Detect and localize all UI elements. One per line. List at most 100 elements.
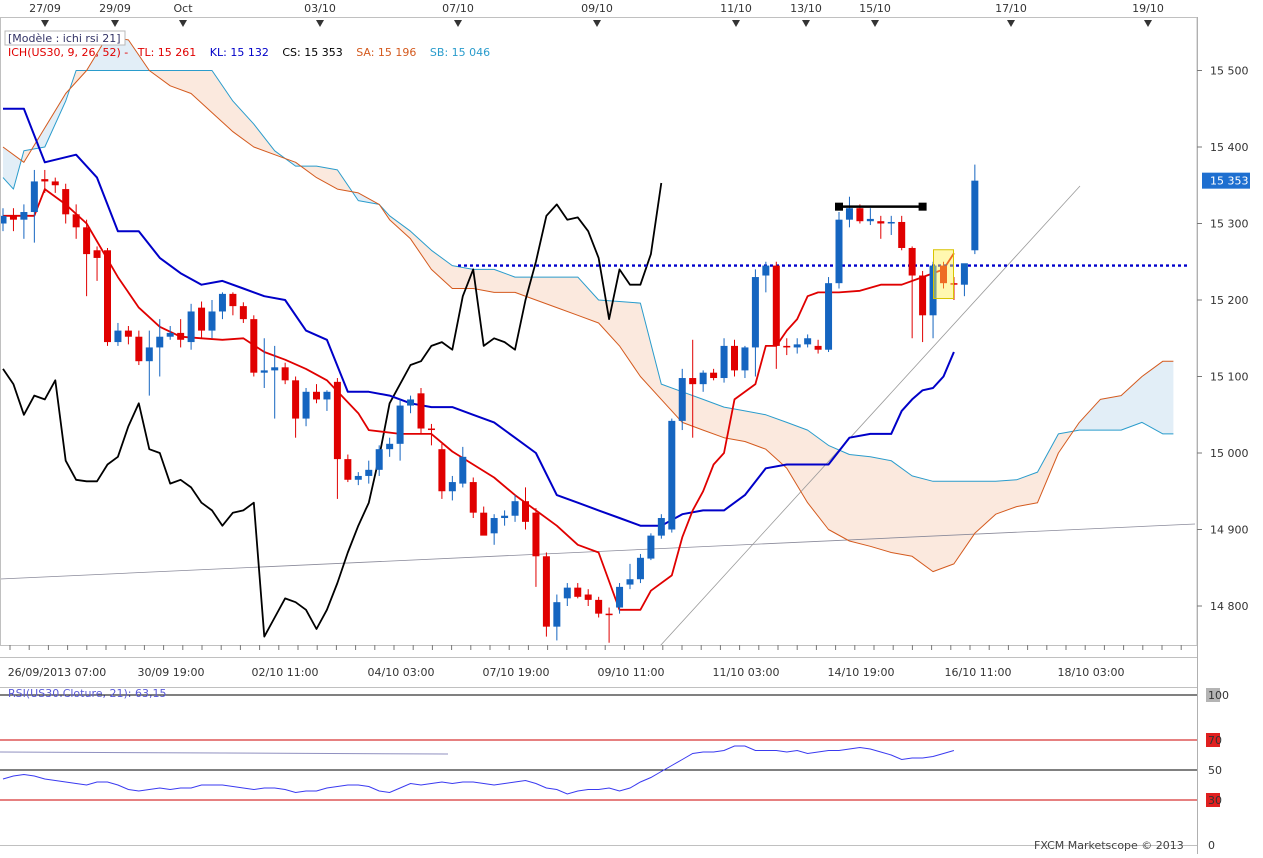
candle (438, 443, 446, 499)
top-date-label: 29/09 (99, 2, 131, 15)
tenkan-line (3, 188, 955, 611)
candle-body (281, 367, 289, 381)
sa-value: SA: 15 196 (356, 46, 416, 59)
candle-body (83, 227, 91, 255)
candle-body (198, 307, 206, 331)
sb-value: SB: 15 046 (430, 46, 490, 59)
candle-body (271, 367, 279, 371)
candle (940, 261, 947, 289)
candle-body (835, 219, 843, 284)
top-date-marker (179, 20, 187, 27)
candle-body (448, 482, 456, 492)
candle (480, 506, 488, 536)
candle (41, 169, 49, 193)
candle-body (689, 378, 697, 385)
candle-body (626, 579, 634, 585)
candle-body (250, 319, 258, 373)
candle-body (135, 336, 143, 362)
candle-body (908, 247, 916, 276)
candle (51, 177, 59, 193)
candle (616, 583, 624, 614)
candle-body (825, 283, 833, 350)
candle-body (960, 263, 968, 285)
ich-prefix: ICH(US30, 9, 26, 52) - (8, 46, 128, 59)
candle (668, 418, 676, 533)
model-label: [Modèle : ichi rsi 21] (8, 32, 121, 45)
cloud-bearish (381, 207, 1075, 572)
candle-body (542, 556, 550, 627)
candle (866, 208, 874, 226)
candle-body (845, 208, 853, 220)
candle-body (490, 518, 498, 534)
candle (166, 326, 174, 340)
candle-body (720, 345, 728, 379)
candle-body (783, 345, 791, 348)
cloud-bullish (1074, 361, 1174, 434)
candle-body (51, 181, 59, 186)
axes[interactable]: 27/09 29/09 Oct 03/10 07/10 09/10 11/10 13/10 15… (8, 2, 1250, 679)
top-date-label: 19/10 (1132, 2, 1164, 15)
rsi-tick-label: 50 (1208, 764, 1222, 777)
rsi-tick-label: 100 (1208, 689, 1229, 702)
candle-body (302, 391, 310, 419)
bottom-date-label: 07/10 19:00 (483, 666, 550, 679)
candle-body (187, 311, 195, 343)
candle (699, 370, 707, 392)
chikou-line (2, 182, 663, 638)
top-date-label: 27/09 (29, 2, 61, 15)
candle-body (595, 599, 603, 614)
candle (877, 215, 885, 239)
candle (427, 423, 435, 446)
candle-body (532, 512, 540, 557)
candle (814, 339, 822, 354)
top-date-label: 17/10 (995, 2, 1027, 15)
bottom-date-label: 26/09/2013 07:00 (8, 666, 107, 679)
candle (187, 303, 195, 350)
candle-body (563, 587, 571, 599)
candle-body (333, 381, 341, 460)
rsi-tick-label: 30 (1208, 794, 1222, 807)
candle-body (971, 180, 979, 251)
cs-value: CS: 15 353 (282, 46, 342, 59)
cloud-bullish (3, 147, 24, 190)
candle-body (553, 602, 561, 627)
candle (804, 334, 812, 348)
annotation-overlay (835, 202, 954, 300)
candle (344, 454, 352, 483)
candle (72, 204, 80, 239)
candle (584, 589, 592, 606)
indicator-lines (0, 35, 1196, 647)
candle (135, 330, 143, 366)
candle (678, 368, 686, 431)
rsi-level-badge (1206, 793, 1220, 807)
candle-body (407, 399, 415, 406)
candle-body (647, 535, 655, 559)
candle (501, 510, 509, 526)
candle (417, 387, 425, 434)
top-date-marker (316, 20, 324, 27)
candle-body (354, 475, 362, 480)
candle (898, 215, 906, 251)
candle-body (772, 265, 780, 346)
bottom-date-label: 11/10 03:00 (713, 666, 780, 679)
candle-body (678, 378, 686, 421)
rsi-line (2, 745, 955, 795)
candle-body (616, 586, 624, 608)
bottom-date-label: 09/10 11:00 (598, 666, 665, 679)
legend: [Modèle : ichi rsi 21] ICH(US30, 9, 26, … (4, 30, 490, 59)
candle-body (438, 449, 446, 492)
candle-body (365, 469, 373, 476)
kijun-line (3, 107, 955, 527)
candle-body (459, 456, 467, 484)
candle (793, 338, 801, 354)
candle (459, 446, 467, 488)
candle (835, 212, 843, 289)
candle (313, 384, 320, 404)
price-tick-label: 15 300 (1210, 218, 1249, 231)
candle-body (72, 214, 80, 228)
candle (542, 552, 550, 637)
top-date-marker (802, 20, 810, 27)
candle (919, 270, 927, 343)
candle (490, 514, 498, 545)
candle (114, 322, 122, 346)
